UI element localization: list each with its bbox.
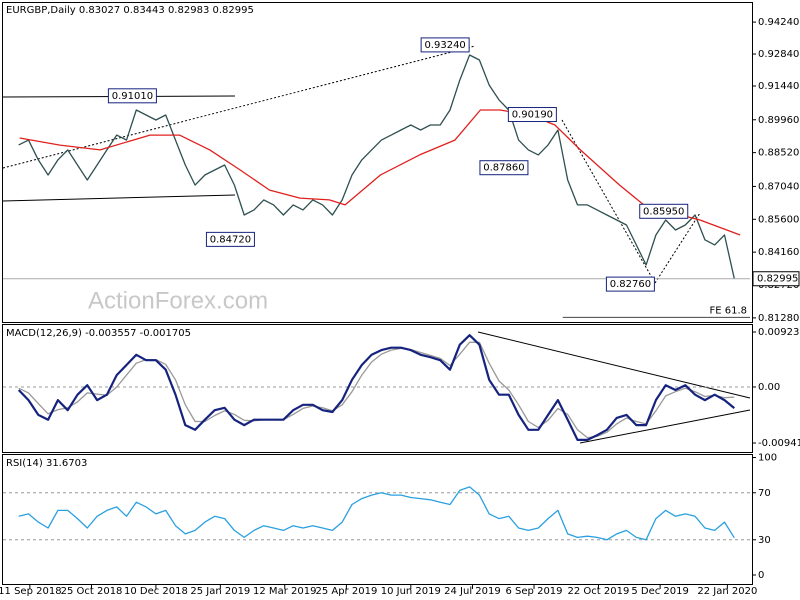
last-price-box xyxy=(752,271,800,287)
series-line xyxy=(18,341,735,439)
annotation-label: 0.85950 xyxy=(643,206,684,217)
x-tick-label: 10 Dec 2018 xyxy=(124,586,188,597)
y-tick-label: 0.91440 xyxy=(758,81,799,92)
y-tick-label: 0.81280 xyxy=(758,313,799,324)
x-tick-label: 25 Apr 2019 xyxy=(315,586,377,597)
y-tick-label: 100 xyxy=(758,453,777,464)
y-tick-label: 0.87040 xyxy=(758,181,799,192)
annotation-box xyxy=(507,107,557,123)
y-tick-label: 0.88520 xyxy=(758,148,799,159)
x-tick-label: 25 Jan 2019 xyxy=(190,586,250,597)
annotation-box xyxy=(205,231,255,247)
y-tick-label: 0.92840 xyxy=(758,49,799,60)
x-tick-label: 12 Mar 2019 xyxy=(253,586,316,597)
y-tick-label: 0.85600 xyxy=(758,214,799,225)
y-tick-label: 0 xyxy=(758,570,764,581)
trend-line xyxy=(561,119,656,284)
annotation-box xyxy=(639,203,689,219)
macd-trend-line xyxy=(579,409,751,444)
annotation-label: 0.82760 xyxy=(610,279,651,290)
watermark: ActionForex.com xyxy=(88,287,268,314)
series-line xyxy=(18,54,735,279)
x-tick-label: 24 Jul 2019 xyxy=(444,586,501,597)
annotation-label: 0.87860 xyxy=(483,163,524,174)
series-line xyxy=(18,486,735,541)
x-tick-label: 10 Jun 2019 xyxy=(381,586,441,597)
rsi-panel xyxy=(2,454,753,585)
macd-trend-line xyxy=(477,331,751,399)
y-tick-label: 0.94240 xyxy=(758,17,799,28)
macd-title: MACD(12,26,9) -0.003557 -0.001705 xyxy=(6,328,191,339)
annotation-label: 0.90190 xyxy=(512,110,553,121)
annotation-label: 0.93240 xyxy=(424,40,465,51)
y-tick-label: 30 xyxy=(758,535,771,546)
rsi-title: RSI(14) 31.6703 xyxy=(6,458,87,469)
annotation-box xyxy=(479,160,529,176)
y-tick-label: 0.00 xyxy=(758,382,780,393)
y-tick-label: 0.009237 xyxy=(758,327,800,338)
trend-line xyxy=(654,212,701,284)
series-line xyxy=(17,334,735,441)
x-tick-label: 22 Jan 2020 xyxy=(697,586,757,597)
annotation-label: 0.84720 xyxy=(210,234,251,245)
annotation-box xyxy=(107,88,157,104)
price-panel xyxy=(2,2,753,323)
y-tick-label: 0.89960 xyxy=(758,115,799,126)
channel-line xyxy=(2,194,236,202)
annotation-label: 0.91010 xyxy=(112,91,153,102)
macd-panel xyxy=(2,324,753,453)
y-tick-label: 70 xyxy=(758,488,771,499)
annotation-box xyxy=(605,276,655,292)
price-title: EURGBP,Daily 0.83027 0.83443 0.82983 0.8… xyxy=(6,5,254,16)
last-price-label: 0.82995 xyxy=(757,274,798,285)
x-tick-label: 25 Oct 2018 xyxy=(61,586,123,597)
x-tick-label: 11 Sep 2018 xyxy=(0,586,62,597)
annotation-box xyxy=(420,37,470,53)
x-tick-label: 5 Dec 2019 xyxy=(631,586,689,597)
fe-label: FE 61.8 xyxy=(709,305,747,316)
x-tick-label: 6 Sep 2019 xyxy=(506,586,563,597)
y-tick-label: -0.009413 xyxy=(758,438,800,449)
series-line xyxy=(19,109,741,236)
x-tick-label: 22 Oct 2019 xyxy=(568,586,630,597)
y-tick-label: 0.84160 xyxy=(758,247,799,258)
